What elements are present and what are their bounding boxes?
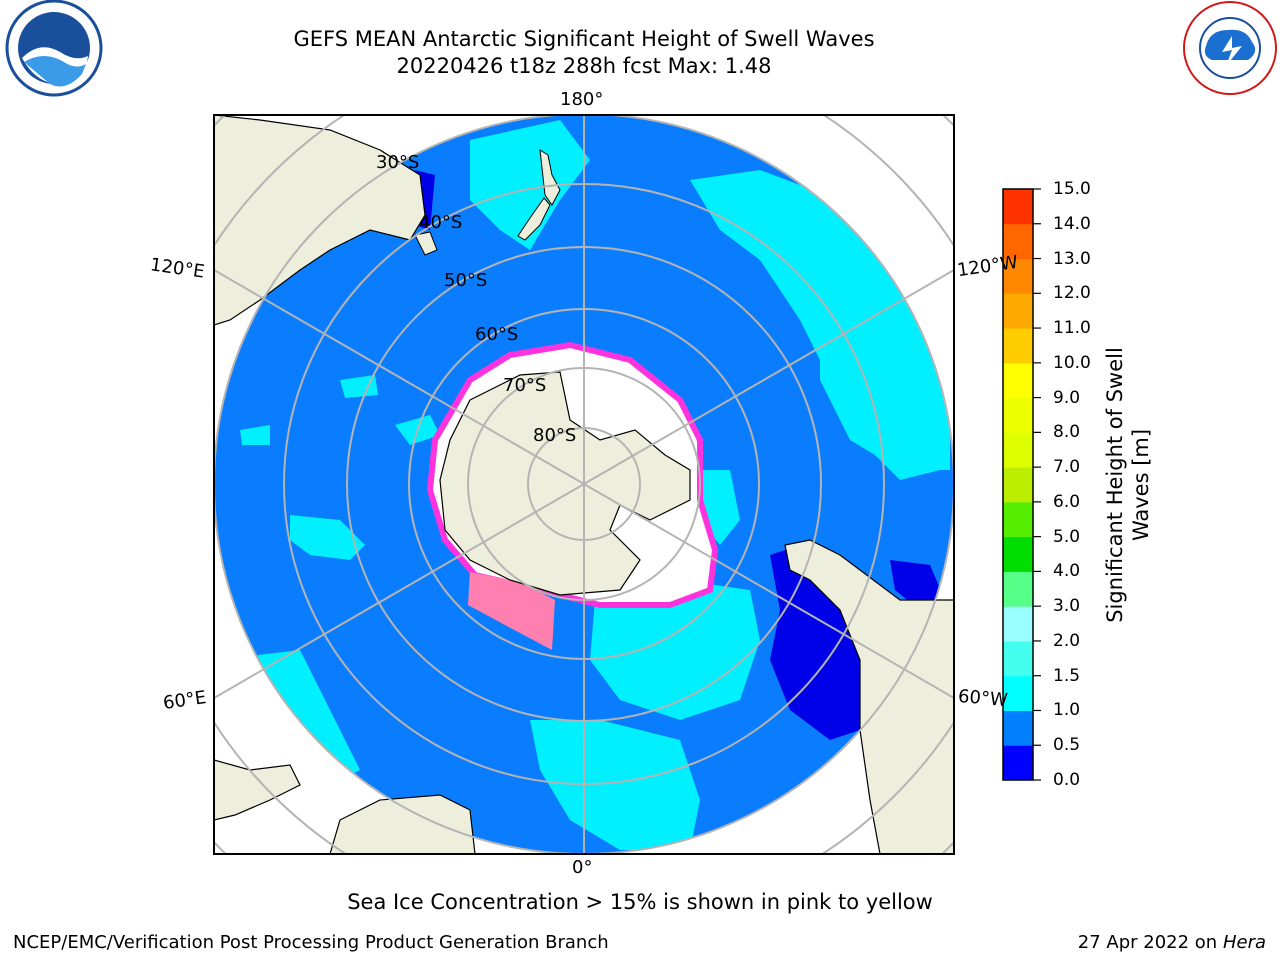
longitude-lines bbox=[214, 115, 954, 854]
new-zealand-south-island bbox=[517, 197, 551, 241]
colorbar-tick-label: 11.0 bbox=[1053, 318, 1091, 339]
colorbar-segment bbox=[1003, 328, 1033, 364]
colorbar-tick-label: 3.0 bbox=[1053, 596, 1081, 617]
lat-label-30s: 30°S bbox=[376, 152, 420, 173]
colorbar-segment bbox=[1003, 710, 1033, 746]
nws-logo bbox=[1183, 1, 1277, 95]
lon-label-180: 180° bbox=[560, 89, 604, 110]
lat-label-70s: 70°S bbox=[503, 375, 547, 396]
madagascar-land bbox=[214, 759, 301, 821]
colorbar-title: Significant Height of Swell Waves [m] bbox=[1103, 347, 1153, 623]
colorbar-segment bbox=[1003, 467, 1033, 503]
colorbar-segment bbox=[1003, 640, 1033, 677]
colorbar-tick-label: 9.0 bbox=[1053, 387, 1081, 408]
colorbar-tick-label: 0.0 bbox=[1053, 770, 1081, 790]
colorbar-segment bbox=[1003, 189, 1033, 225]
colorbar-segment bbox=[1003, 606, 1033, 642]
lon-label-0: 0° bbox=[572, 857, 593, 878]
colorbar-tick-label: 1.5 bbox=[1053, 665, 1081, 686]
chart-title: GEFS MEAN Antarctic Significant Height o… bbox=[293, 27, 875, 51]
colorbar-segment bbox=[1003, 432, 1033, 468]
sea-ice-sector bbox=[468, 572, 555, 650]
footer-date: 27 Apr 2022 on Hera bbox=[1077, 932, 1266, 953]
colorbar-tick-label: 14.0 bbox=[1053, 213, 1091, 234]
lon-label-60w: 60°W bbox=[957, 685, 1009, 712]
noaa-logo bbox=[5, 0, 103, 97]
colorbar-segment bbox=[1003, 501, 1033, 538]
colorbar-frame bbox=[1002, 188, 1034, 781]
footer-credit: NCEP/EMC/Verification Post Processing Pr… bbox=[13, 932, 609, 953]
colorbar-tick-label: 2.0 bbox=[1053, 630, 1081, 651]
colorbar-tick-label: 4.0 bbox=[1053, 561, 1081, 582]
africa-land bbox=[329, 794, 476, 854]
tasmania-land bbox=[414, 231, 438, 256]
colorbar-tick-label: 8.0 bbox=[1053, 422, 1081, 443]
colorbar-tick-label: 5.0 bbox=[1053, 526, 1081, 547]
colorbar-tick-label: 13.0 bbox=[1053, 248, 1091, 269]
colorbar-segment bbox=[1003, 571, 1033, 607]
colorbar-tick-label: 15.0 bbox=[1053, 179, 1091, 199]
chart-subtitle: 20220426 t18z 288h fcst Max: 1.48 bbox=[396, 54, 772, 78]
colorbar-tick-label: 1.0 bbox=[1053, 700, 1081, 721]
sea-ice-note: Sea Ice Concentration > 15% is shown in … bbox=[347, 890, 933, 914]
map-frame bbox=[213, 114, 955, 855]
colorbar-tick-label: 10.0 bbox=[1053, 352, 1091, 373]
new-zealand-north-island bbox=[539, 149, 561, 206]
colorbar-tick-label: 7.0 bbox=[1053, 457, 1081, 478]
low-swell-patches bbox=[415, 170, 945, 740]
colorbar-segment bbox=[1003, 675, 1033, 711]
colorbar-segment bbox=[1003, 397, 1033, 433]
lat-label-80s: 80°S bbox=[533, 425, 577, 446]
colorbar-tick-label: 12.0 bbox=[1053, 283, 1091, 304]
colorbar bbox=[1003, 188, 1041, 781]
colorbar-segment bbox=[1003, 258, 1033, 294]
colorbar-segment bbox=[1003, 362, 1033, 399]
south-america-land bbox=[784, 539, 954, 854]
colorbar-segment bbox=[1003, 745, 1033, 781]
colorbar-tick-label: 6.0 bbox=[1053, 491, 1081, 512]
australia-land bbox=[214, 115, 426, 326]
colorbar-segment bbox=[1003, 223, 1033, 260]
colorbar-segment bbox=[1003, 293, 1033, 329]
lat-label-60s: 60°S bbox=[475, 324, 519, 345]
colorbar-segment bbox=[1003, 536, 1033, 572]
lat-label-40s: 40°S bbox=[419, 212, 463, 233]
lat-label-50s: 50°S bbox=[444, 270, 488, 291]
colorbar-tick-label: 0.5 bbox=[1053, 735, 1081, 756]
